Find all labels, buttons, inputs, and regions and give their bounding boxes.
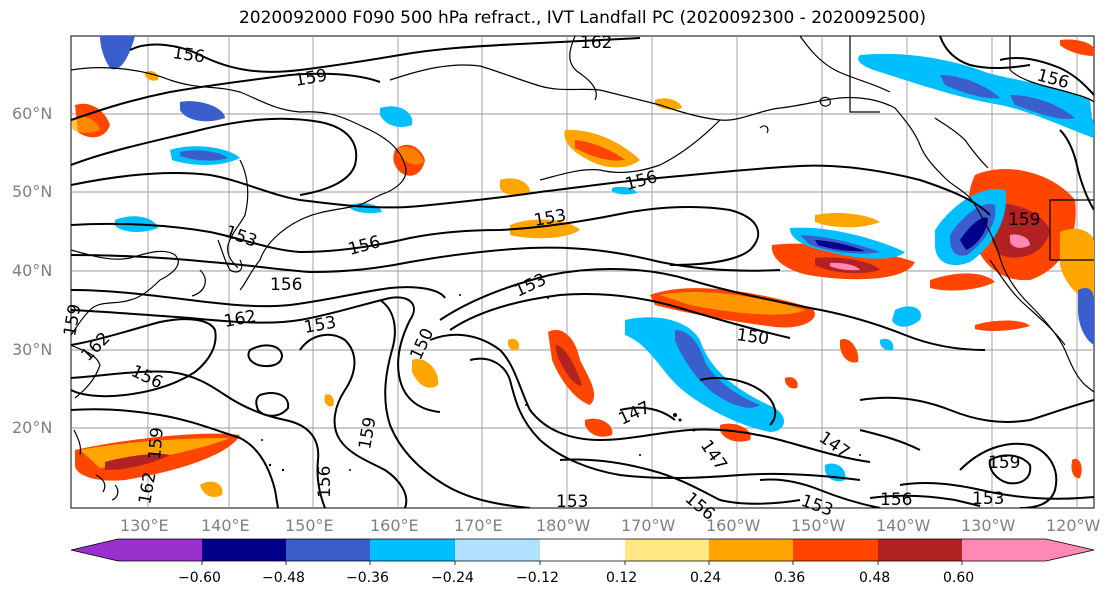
lon-label-140w: 140°W (876, 516, 931, 535)
lon-label-150e: 150°E (285, 516, 334, 535)
lon-label-160w: 160°W (706, 516, 761, 535)
contour-label: 153 (972, 489, 1004, 509)
contour-label: 159 (988, 453, 1020, 473)
contour-label: 162 (580, 33, 612, 53)
lat-label-20n: 20°N (12, 418, 53, 437)
lat-label-60n: 60°N (12, 104, 53, 123)
lon-label-170e: 170°E (454, 516, 503, 535)
lon-label-180w: 180°W (536, 516, 591, 535)
contour-label: 156 (171, 43, 206, 67)
colorbar-tick-label: 0.36 (774, 570, 806, 586)
colorbar-tick-label: 0.24 (690, 570, 722, 586)
contour-label: 153 (556, 492, 588, 512)
lon-label-130e: 130°E (120, 516, 169, 535)
map-title: 2020092000 F090 500 hPa refract., IVT La… (238, 8, 926, 28)
contour-label: 156 (880, 490, 912, 510)
contour-label: 156 (315, 466, 335, 498)
lat-label-50n: 50°N (12, 182, 53, 201)
refractivity-contours (71, 36, 1094, 508)
colorbar-tick-label: 0.60 (943, 570, 975, 586)
lat-label-40n: 40°N (12, 261, 53, 280)
lon-label-160e: 160°E (370, 516, 419, 535)
lon-label-150w: 150°W (791, 516, 846, 535)
colorbar-tick-label: −0.24 (431, 570, 474, 586)
colorbar-tick-label: −0.60 (178, 570, 221, 586)
lon-label-140e: 140°E (201, 516, 250, 535)
colorbar (70, 538, 1095, 565)
colorbar-tick-label: −0.48 (262, 570, 305, 586)
contour-label: 150 (735, 325, 770, 349)
colorbar-tick-label: 0.12 (606, 570, 638, 586)
lon-label-130w: 130°W (961, 516, 1016, 535)
lon-label-170w: 170°W (621, 516, 676, 535)
lat-label-30n: 30°N (12, 340, 53, 359)
contour-label: 159 (1008, 210, 1040, 230)
colorbar-tick-label: −0.12 (516, 570, 559, 586)
contour-label: 156 (270, 275, 302, 295)
contour-label: 159 (145, 426, 168, 460)
colorbar-tick-label: −0.36 (346, 570, 389, 586)
colorbar-tick-label: 0.48 (859, 570, 891, 586)
positive-shading (72, 39, 1094, 497)
lon-label-120w: 120°W (1046, 516, 1101, 535)
